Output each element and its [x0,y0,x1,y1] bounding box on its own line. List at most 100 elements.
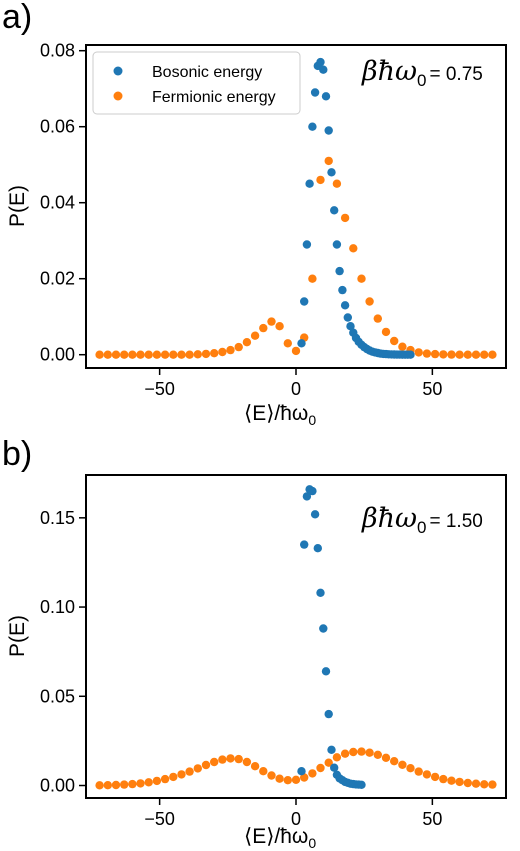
data-point-bosonic [332,240,342,249]
data-point-fermionic [120,350,129,359]
data-point-fermionic [324,758,333,767]
data-point-fermionic [463,350,472,359]
panel-a-label: a) [2,0,32,36]
data-point-fermionic [381,327,391,337]
data-point-fermionic [226,754,235,763]
panel-a-x-ticks: −50 0 50 [144,368,442,399]
data-point-bosonic [319,65,328,74]
y-tick-label: 0.06 [40,117,75,137]
data-point-fermionic [275,322,284,331]
data-point-fermionic [242,338,252,347]
data-point-fermionic [439,774,448,784]
x-tick-label: 0 [291,809,301,829]
data-point-fermionic [103,350,113,359]
data-point-bosonic [335,266,344,276]
data-point-fermionic [422,349,432,358]
panel-a-points [95,57,497,359]
data-point-fermionic [349,244,358,253]
data-point-bosonic [313,544,322,553]
data-point-bosonic [340,301,350,310]
data-point-fermionic [185,767,194,776]
legend-box [92,51,301,115]
data-point-fermionic [283,339,292,348]
y-tick-label: 0.10 [40,597,75,617]
data-point-fermionic [193,350,202,359]
data-point-fermionic [95,781,104,790]
data-point-fermionic [414,348,423,357]
y-tick-label: 0.04 [40,193,75,213]
data-point-fermionic [103,781,113,790]
data-point-bosonic [321,667,331,676]
data-point-bosonic [302,492,312,501]
panel-a: a) −50 0 50 0.000.020.040.060.08 ⟨E⟩/ħω0 P… [2,0,507,428]
data-point-fermionic [340,213,350,223]
legend-label-bosonic: Bosonic energy [152,64,262,81]
x-tick-label: −50 [144,809,175,829]
data-point-fermionic [111,780,121,790]
data-point-bosonic [297,767,306,776]
data-point-fermionic [390,336,399,346]
panel-b-y-ticks: 0.00 0.05 0.10 0.15 [40,508,86,796]
data-point-fermionic [398,342,407,351]
panel-b-x-axis-label-sub: 0 [308,835,316,851]
data-point-fermionic [357,274,366,283]
panel-a-annotation-value: = 0.75 [429,64,482,85]
x-tick-label: −50 [144,379,175,399]
data-point-bosonic [305,179,314,188]
data-point-fermionic [291,775,301,784]
panel-a-x-axis-label-main: ⟨E⟩/ħω [244,402,308,425]
data-point-fermionic [406,764,415,773]
data-point-fermionic [480,350,489,359]
data-point-fermionic [332,179,342,188]
data-point-fermionic [160,774,170,784]
legend-marker-bosonic [113,66,123,76]
data-point-fermionic [144,350,153,359]
data-point-fermionic [234,754,243,764]
data-point-bosonic [321,92,331,101]
data-point-fermionic [463,778,472,788]
data-point-bosonic [330,763,339,772]
data-point-fermionic [169,350,178,359]
data-point-fermionic [349,747,358,757]
data-point-fermionic [430,772,440,782]
panel-a-x-axis-label-sub: 0 [308,412,316,428]
data-point-fermionic [275,774,284,783]
data-point-fermionic [365,748,374,757]
data-point-fermionic [259,767,268,776]
data-point-fermionic [373,314,382,323]
panel-b-y-axis-label: P(E) [6,615,29,657]
y-tick-label: 0.05 [40,686,75,706]
data-point-fermionic [381,753,391,762]
data-point-bosonic [310,510,320,519]
panel-b-x-axis-label-main: ⟨E⟩/ħω [244,825,308,848]
data-point-fermionic [193,764,202,773]
data-point-fermionic [250,762,260,771]
data-point-fermionic [128,779,137,789]
data-point-fermionic [185,350,194,359]
data-point-bosonic [302,240,312,249]
panel-a-x-axis-label: ⟨E⟩/ħω0 [244,402,316,428]
data-point-bosonic [338,285,347,295]
data-point-fermionic [300,773,309,782]
panel-b-annotation-subscript: 0 [417,518,426,537]
panel-b-x-ticks: −50 0 50 [144,798,442,829]
data-point-fermionic [308,769,317,778]
data-point-fermionic [430,349,440,359]
data-point-bosonic [316,588,325,597]
panel-b-label: b) [2,435,32,473]
data-point-bosonic [297,339,306,348]
data-point-fermionic [144,778,153,787]
data-point-bosonic [319,624,328,633]
data-point-fermionic [324,156,333,166]
panel-b-annotation-value: = 1.50 [429,511,482,532]
data-point-bosonic [324,126,333,135]
panel-b-points [95,485,497,790]
data-point-fermionic [169,772,178,782]
data-point-bosonic [300,540,309,549]
legend-label-fermionic: Fermionic energy [152,89,276,106]
data-point-fermionic [471,350,481,359]
data-point-fermionic [291,346,301,356]
x-tick-label: 50 [422,379,442,399]
panel-a-legend: Bosonic energy Fermionic energy [92,51,301,115]
data-point-bosonic [357,780,366,789]
